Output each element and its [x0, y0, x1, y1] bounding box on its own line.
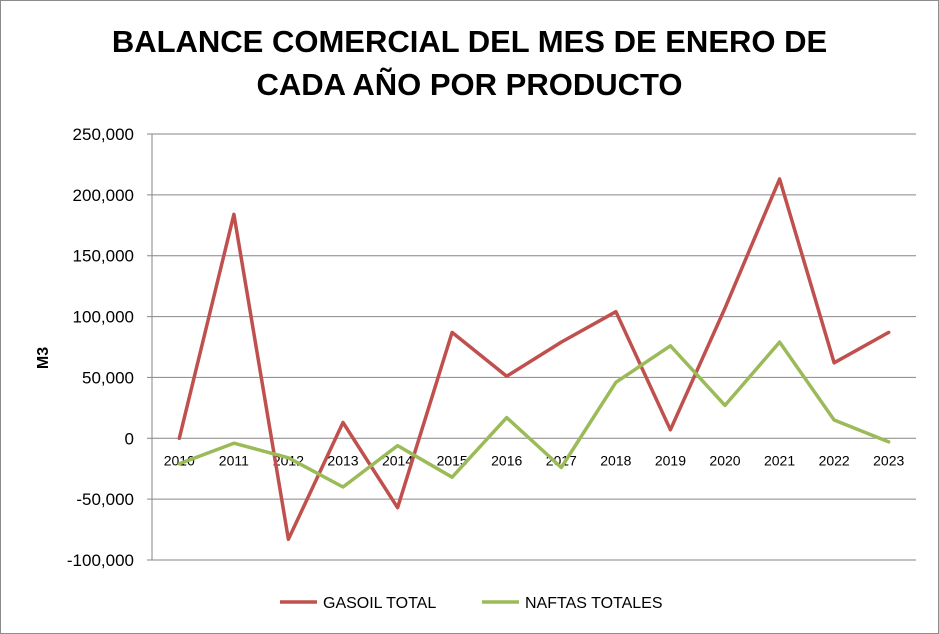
series-line-gasoil-total — [177, 177, 891, 542]
y-tick-label: 200,000 — [73, 186, 134, 205]
x-tick-label: 2011 — [219, 452, 249, 468]
x-tick-label: 2022 — [819, 452, 850, 468]
x-tick-label: 2014 — [382, 452, 413, 468]
legend-label: NAFTAS TOTALES — [525, 595, 663, 612]
y-axis-ticks: 250,000 200,000 150,000 100,000 50,000 0 -50,0… — [67, 125, 134, 570]
gridlines — [147, 133, 916, 561]
y-tick-label: 50,000 — [82, 368, 134, 387]
x-tick-label: 2020 — [709, 452, 740, 468]
y-tick-label: 250,000 — [73, 125, 134, 144]
y-tick-label: -100,000 — [67, 551, 134, 570]
y-tick-label: -50,000 — [76, 490, 134, 509]
x-axis-ticks: 2010 2011 2012 2013 2014 2015 2016 2017 2018 2019… — [164, 452, 905, 468]
y-tick-label: 150,000 — [73, 247, 134, 266]
y-tick-label: 100,000 — [73, 308, 134, 327]
y-axis-label: M3 — [35, 347, 52, 369]
legend: GASOIL TOTAL NAFTAS TOTALES — [280, 595, 663, 612]
chart-title-line-1: BALANCE COMERCIAL DEL MES DE ENERO DE — [111, 24, 828, 59]
x-tick-label: 2019 — [655, 452, 686, 468]
x-tick-label: 2018 — [600, 452, 631, 468]
x-tick-label: 2021 — [764, 452, 795, 468]
legend-label: GASOIL TOTAL — [323, 595, 436, 612]
x-tick-label: 2023 — [873, 452, 904, 468]
chart-title: BALANCE COMERCIAL DEL MES DE ENERO DE CA… — [0, 20, 939, 106]
x-tick-label: 2013 — [327, 452, 358, 468]
series-line-naftas-totales — [177, 340, 891, 489]
series-lines — [177, 177, 891, 542]
y-tick-label: 0 — [125, 429, 134, 448]
chart-title-line-2: CADA AÑO POR PRODUCTO — [256, 67, 683, 102]
x-tick-label: 2015 — [437, 452, 468, 468]
x-tick-label: 2010 — [164, 452, 195, 468]
x-tick-label: 2016 — [491, 452, 522, 468]
